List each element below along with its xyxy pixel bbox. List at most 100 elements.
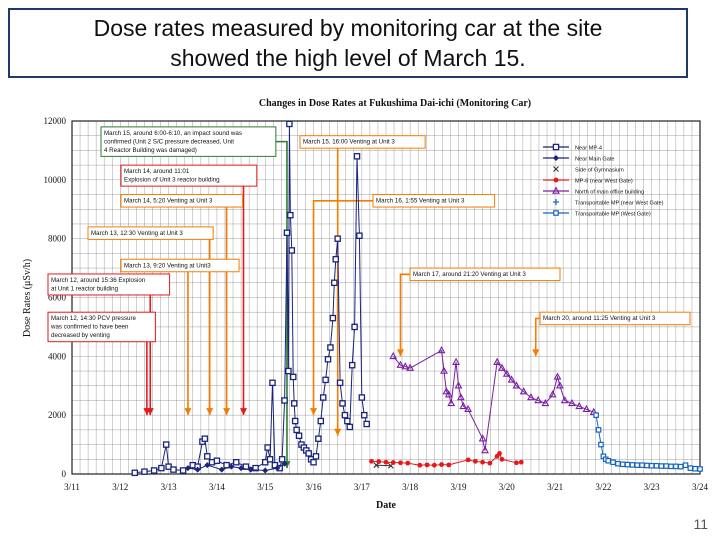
data-point-square bbox=[213, 457, 221, 465]
annotation-arrowhead bbox=[310, 408, 318, 416]
data-point-triangle bbox=[459, 401, 468, 410]
data-point-circle bbox=[472, 458, 478, 464]
data-point-square bbox=[648, 462, 655, 469]
annotation-arrowhead bbox=[223, 408, 231, 416]
data-point-square bbox=[552, 143, 560, 151]
data-point-square bbox=[668, 463, 674, 470]
data-point-plus bbox=[553, 199, 559, 205]
data-point-circle bbox=[398, 460, 403, 466]
annotation-arrowhead bbox=[396, 349, 404, 357]
legend-label: North of main office building bbox=[575, 190, 644, 196]
data-point-diamond bbox=[281, 460, 288, 467]
annotations: March 15, around 6:00-6:10, an impact so… bbox=[47, 126, 691, 469]
annotation-box bbox=[299, 135, 426, 149]
data-point-square bbox=[319, 394, 327, 401]
data-point-square bbox=[697, 466, 703, 472]
data-point-square bbox=[252, 464, 259, 472]
annotation-text: March 13, 12:30 Venting at Unit 3 bbox=[91, 230, 183, 237]
series-line bbox=[187, 463, 285, 472]
y-tick-label: 4000 bbox=[48, 351, 67, 361]
data-point-square bbox=[287, 211, 294, 219]
data-point-circle bbox=[499, 456, 505, 462]
data-point-diamond bbox=[184, 465, 191, 472]
annotation-text: March 20, around 11:25 Venting at Unit 3 bbox=[543, 315, 656, 322]
data-point-square bbox=[605, 457, 612, 464]
chart-title: Changes in Dose Rates at Fukushima Dai-i… bbox=[259, 98, 531, 109]
data-point-triangle bbox=[502, 369, 511, 377]
data-point-triangle bbox=[575, 401, 584, 410]
annotation-text: March 15, 16:00 Venting at Unit 3 bbox=[303, 139, 395, 146]
annotation-arrowhead bbox=[143, 408, 151, 416]
data-point-diamond bbox=[553, 155, 559, 161]
data-point-diamond bbox=[238, 465, 245, 472]
annotation-text: March 16, 1:55 Venting at Unit 3 bbox=[376, 198, 465, 205]
data-point-square bbox=[269, 379, 276, 387]
data-point-circle bbox=[465, 457, 471, 463]
data-point-square bbox=[336, 379, 344, 387]
data-point-square bbox=[322, 376, 329, 384]
data-point-square bbox=[158, 464, 165, 472]
data-point-square bbox=[363, 420, 370, 428]
data-point-triangle bbox=[406, 363, 415, 371]
data-points bbox=[131, 120, 703, 477]
x-tick-label: 3/16 bbox=[306, 482, 323, 492]
data-point-square bbox=[644, 462, 650, 469]
legend-item: North of main office building bbox=[543, 186, 644, 196]
slide-title-line-1: Dose rates measured by monitoring car at… bbox=[93, 15, 603, 41]
data-point-square bbox=[341, 411, 349, 419]
data-point-triangle bbox=[541, 398, 550, 407]
plot-border bbox=[71, 120, 701, 475]
annotation-arrowhead bbox=[334, 428, 342, 436]
data-point-x bbox=[553, 166, 559, 172]
annotation-text: Explosion of Unit 3 reactor building bbox=[124, 177, 220, 184]
annotation-arrowhead bbox=[206, 408, 214, 416]
data-point-square bbox=[358, 394, 366, 401]
data-point-circle bbox=[390, 460, 396, 465]
x-tick-label: 3/19 bbox=[450, 482, 467, 492]
data-point-triangle bbox=[456, 393, 465, 401]
data-point-square bbox=[339, 400, 346, 407]
x-tick-label: 3/13 bbox=[161, 482, 178, 492]
annotation-arrow bbox=[312, 199, 373, 416]
data-point-square bbox=[356, 232, 363, 239]
annotation-text: confirmed (Unit 2 S/C pressure decreased… bbox=[104, 138, 234, 145]
data-point-square bbox=[682, 462, 689, 468]
x-tick-label: 3/18 bbox=[402, 482, 419, 492]
data-point-triangle bbox=[519, 387, 528, 395]
data-point-square bbox=[327, 344, 334, 351]
x-axis-label: Date bbox=[376, 500, 397, 511]
data-point-diamond bbox=[262, 467, 269, 474]
data-point-triangle bbox=[498, 363, 506, 371]
data-point-triangle bbox=[464, 404, 473, 413]
data-point-square bbox=[150, 467, 158, 474]
data-point-circle bbox=[439, 462, 444, 467]
data-point-square bbox=[264, 444, 271, 451]
data-point-square bbox=[131, 469, 139, 477]
series bbox=[369, 451, 524, 468]
data-point-circle bbox=[369, 458, 374, 464]
y-tick-label: 6000 bbox=[48, 293, 67, 303]
annotation: March 15, around 6:00-6:10, an impact so… bbox=[100, 126, 291, 469]
data-point-square bbox=[361, 411, 368, 419]
annotation-box bbox=[87, 226, 214, 240]
data-point-triangle bbox=[454, 381, 463, 389]
data-point-square bbox=[310, 458, 317, 466]
series bbox=[184, 460, 288, 474]
data-point-square bbox=[658, 463, 665, 469]
legend-label: Transportable MP (West Gate) bbox=[575, 212, 651, 218]
data-point-square bbox=[351, 323, 358, 331]
annotation-arrow bbox=[275, 140, 288, 469]
legend-label: Transportable MP (near West Gate) bbox=[575, 201, 664, 207]
data-point-square bbox=[305, 450, 312, 457]
annotation-text: March 13, 9:20 Venting at Unit3 bbox=[124, 262, 211, 269]
data-point-square bbox=[162, 441, 170, 448]
data-point-square bbox=[312, 453, 320, 460]
x-tick-label: 3/23 bbox=[644, 482, 661, 492]
data-point-diamond bbox=[194, 466, 201, 473]
data-point-square bbox=[315, 435, 322, 442]
annotation: March 12, 14:30 PCV pressure was confirme… bbox=[47, 311, 156, 416]
x-tick-label: 3/14 bbox=[209, 482, 226, 492]
data-point-square bbox=[204, 453, 211, 460]
annotation-box bbox=[47, 311, 156, 343]
